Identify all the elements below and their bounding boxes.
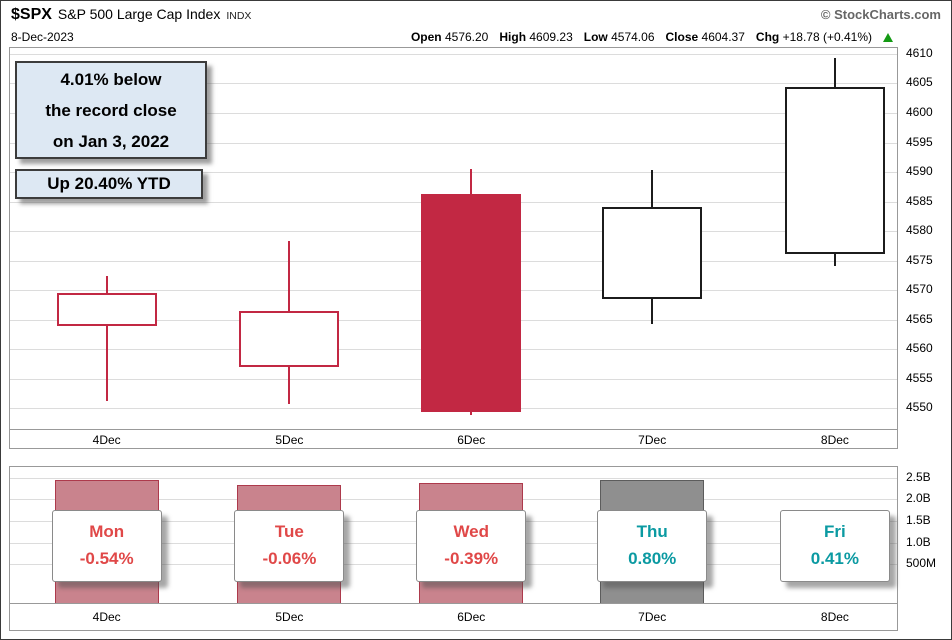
day-change-box: Wed -0.39%: [416, 510, 527, 582]
candle-body: [784, 87, 885, 254]
quote-row: 8-Dec-2023 Open 4576.20 High 4609.23 Low…: [11, 28, 943, 46]
high-value: 4609.23: [529, 30, 573, 44]
volume-y-axis: 2.5B 2.0B 1.5B 1.0B 500M: [899, 466, 951, 602]
date-label: 8Dec: [820, 610, 849, 624]
day-name-label: Wed: [453, 522, 490, 541]
date-label: 7Dec: [638, 433, 667, 447]
open-label: Open: [410, 30, 442, 44]
quote-low: Low 4574.06: [584, 30, 655, 44]
volume-panel: Mon -0.54% Tue -0.06% Wed -0.39% Thu 0.80% Fri 0.…: [9, 466, 898, 631]
open-value: 4576.20: [444, 30, 489, 44]
price-tick-label: 4600: [906, 104, 933, 119]
ticker-symbol: $SPX: [11, 6, 52, 23]
price-gridline: [10, 53, 897, 55]
record-close-annotation: 4.01% below the record close on Jan 3, 2…: [15, 61, 207, 159]
record-note-line: the record close: [45, 101, 177, 120]
exchange-label: INDX: [226, 10, 252, 22]
record-note-line: 4.01% below: [60, 70, 162, 89]
day-name-label: Mon: [89, 522, 125, 541]
day-pct-label: -0.54%: [79, 549, 134, 568]
price-gridline: [10, 172, 897, 174]
quote-open: Open 4576.20: [411, 30, 488, 44]
price-panel: 4.01% below the record close on Jan 3, 2…: [9, 47, 898, 449]
volume-tick-label: 2.5B: [906, 469, 931, 484]
day-pct-label: 0.41%: [810, 549, 859, 568]
price-tick-label: 4565: [906, 311, 933, 326]
candle-body: [421, 194, 522, 413]
day-name-label: Tue: [274, 522, 304, 541]
low-label: Low: [583, 30, 608, 44]
price-gridline: [10, 112, 897, 114]
record-note-line: on Jan 3, 2022: [52, 132, 170, 151]
price-tick-label: 4585: [906, 193, 933, 208]
price-tick-label: 4555: [906, 370, 933, 385]
price-gridline: [10, 142, 897, 144]
day-change-box: Fri 0.41%: [779, 510, 890, 582]
candle-body: [239, 310, 340, 367]
quote-high: High 4609.23: [499, 30, 572, 44]
day-pct-label: 0.80%: [628, 549, 677, 568]
quote-close: Close 4604.37: [666, 30, 745, 44]
volume-gridline: [10, 477, 897, 479]
date-label: 7Dec: [638, 610, 667, 624]
ohlc-quote: Open 4576.20 High 4609.23 Low 4574.06 Cl…: [411, 30, 893, 44]
date-label: 8Dec: [820, 433, 849, 447]
quote-chg: Chg +18.78 (+0.41%): [756, 30, 872, 44]
chg-label: Chg: [755, 30, 780, 44]
date-label: 5Dec: [275, 433, 304, 447]
date-label: 5Dec: [275, 610, 304, 624]
price-tick-label: 4595: [906, 134, 933, 149]
day-pct-label: -0.06%: [262, 549, 317, 568]
price-gridline: [10, 83, 897, 85]
chg-value: +18.78 (+0.41%): [782, 30, 872, 44]
chart-date: 8-Dec-2023: [11, 30, 74, 44]
volume-plot: Mon -0.54% Tue -0.06% Wed -0.39% Thu 0.80% Fri 0.…: [10, 467, 897, 603]
day-name-label: Thu: [636, 522, 668, 541]
price-tick-label: 4550: [906, 400, 933, 415]
volume-tick-label: 2.0B: [906, 491, 931, 506]
title-row: $SPX S&P 500 Large Cap Index INDX © Stoc…: [11, 6, 943, 28]
close-value: 4604.37: [701, 30, 745, 44]
volume-tick-label: 1.5B: [906, 512, 931, 527]
stockcharts-credit: © StockCharts.com: [820, 7, 941, 22]
candle-body: [56, 293, 157, 326]
date-label: 6Dec: [457, 433, 486, 447]
high-label: High: [499, 30, 527, 44]
day-pct-label: -0.39%: [444, 549, 499, 568]
date-label: 4Dec: [92, 610, 121, 624]
price-x-axis: 4Dec 5Dec 6Dec 7Dec 8Dec: [10, 429, 897, 448]
candle-wick: [105, 276, 108, 401]
index-name: S&P 500 Large Cap Index: [57, 6, 221, 22]
date-label: 4Dec: [92, 433, 121, 447]
change-up-arrow-icon: [883, 32, 893, 42]
volume-tick-label: 1.0B: [906, 534, 931, 549]
date-label: 6Dec: [457, 610, 486, 624]
day-change-box: Mon -0.54%: [51, 510, 162, 582]
price-tick-label: 4590: [906, 164, 933, 179]
price-tick-label: 4570: [906, 282, 933, 297]
day-change-box: Thu 0.80%: [597, 510, 708, 582]
volume-x-axis: 4Dec 5Dec 6Dec 7Dec 8Dec: [10, 603, 897, 630]
price-tick-label: 4575: [906, 252, 933, 267]
chart-header: $SPX S&P 500 Large Cap Index INDX © Stoc…: [1, 1, 951, 46]
price-tick-label: 4580: [906, 223, 933, 238]
price-tick-label: 4605: [906, 75, 933, 90]
volume-tick-label: 500M: [906, 556, 937, 571]
price-tick-label: 4560: [906, 341, 933, 356]
price-y-axis: 4550 4555 4560 4565 4570 4575 4580 4585 4590 4595…: [899, 45, 951, 428]
close-label: Close: [665, 30, 699, 44]
price-tick-label: 4610: [906, 45, 933, 60]
day-change-box: Tue -0.06%: [234, 510, 345, 582]
low-value: 4574.06: [611, 30, 655, 44]
ytd-annotation: Up 20.40% YTD: [15, 169, 203, 199]
price-plot: 4.01% below the record close on Jan 3, 2…: [10, 48, 897, 429]
candle-body: [602, 207, 703, 300]
day-name-label: Fri: [824, 522, 846, 541]
